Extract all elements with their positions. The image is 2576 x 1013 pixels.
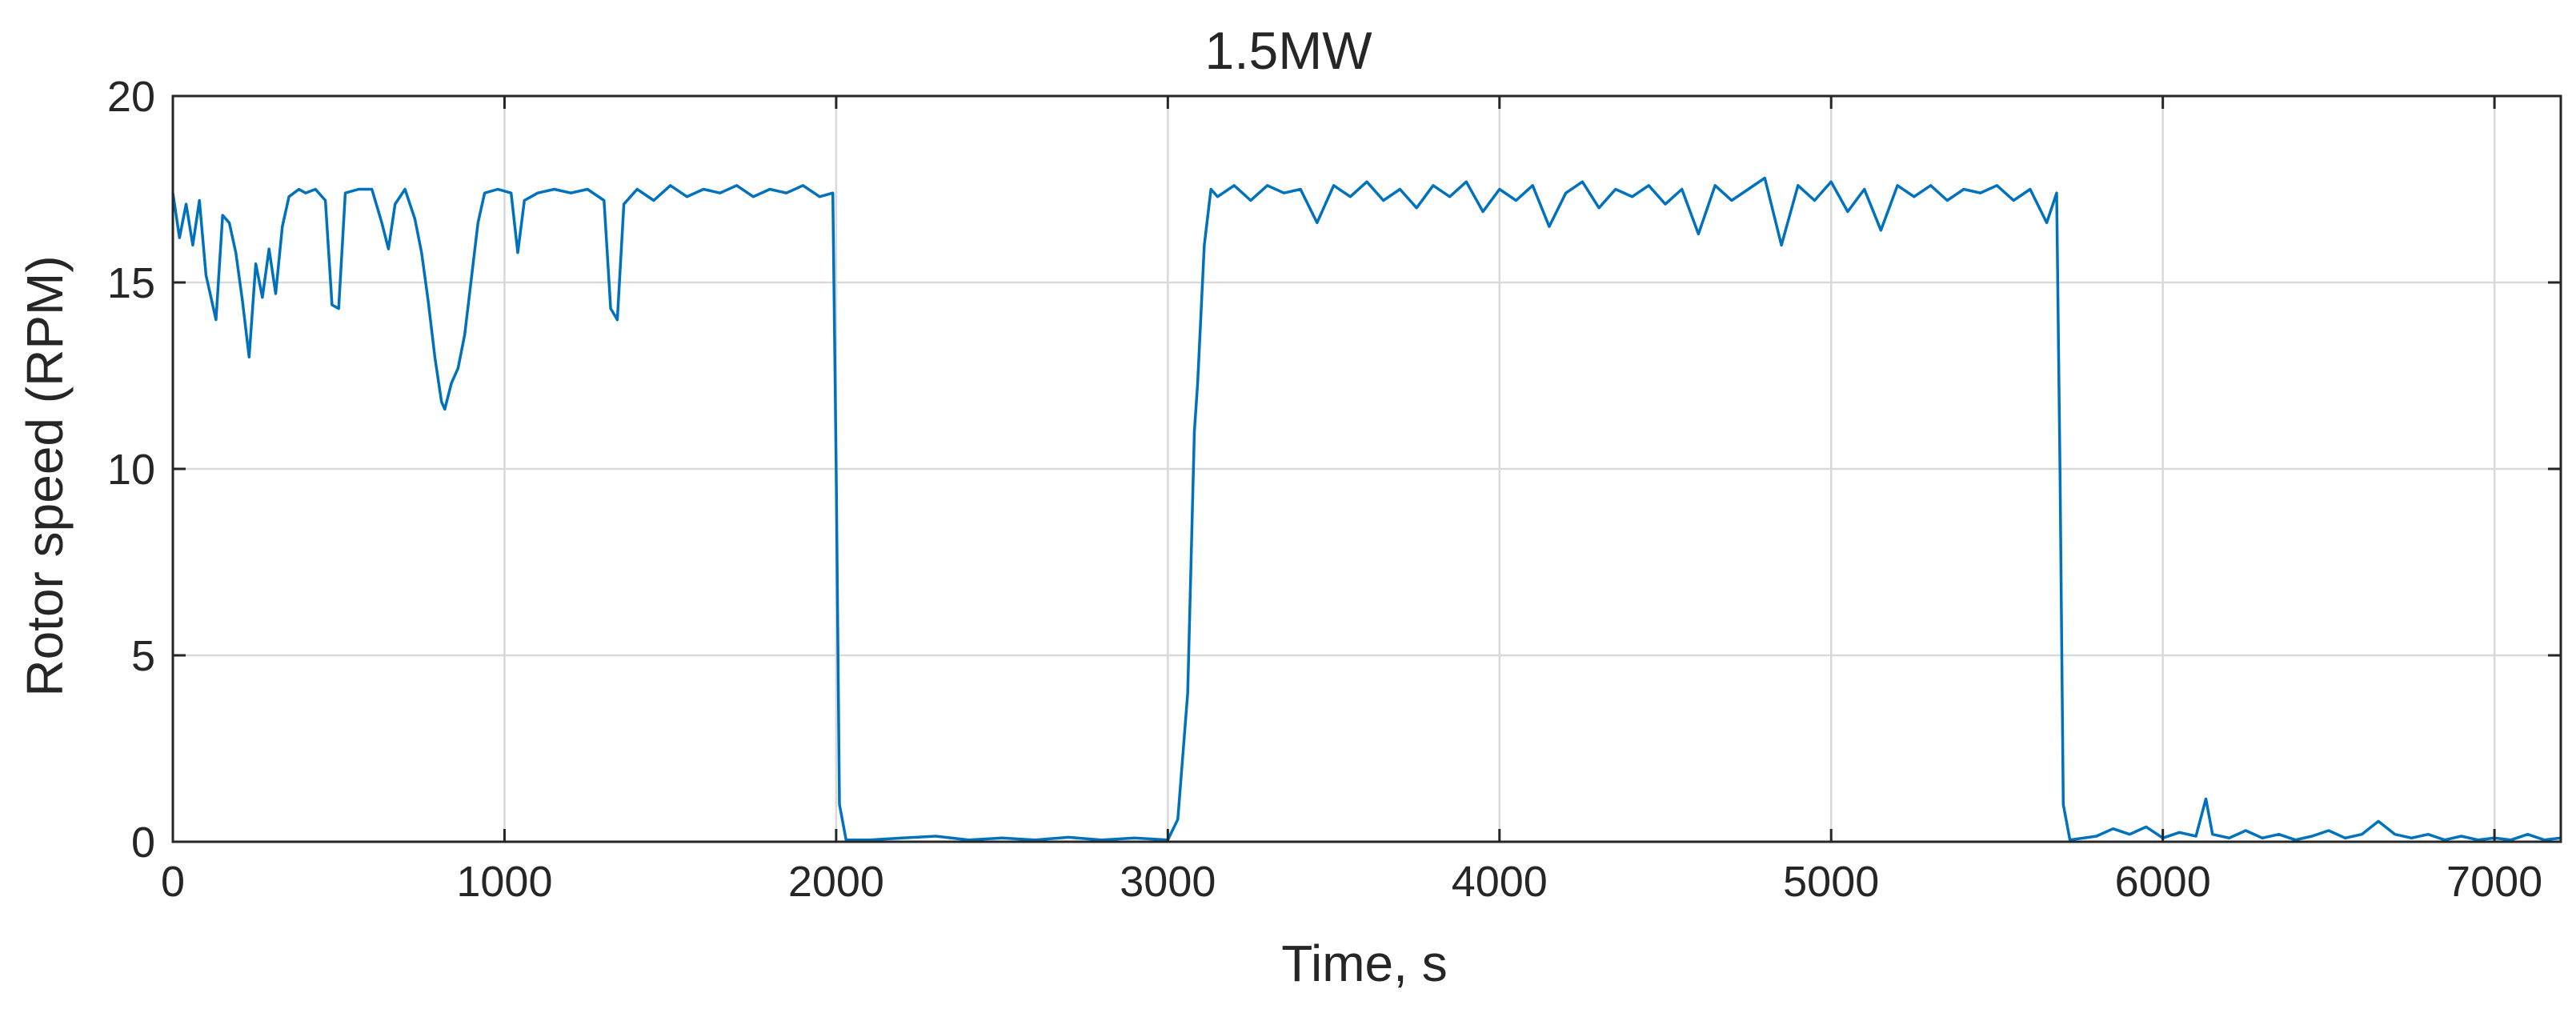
ticks: 0 1000 2000 3000 4000 5000 6000 7000 0 5 10 15 20 xyxy=(107,73,2561,906)
y-tick-label: 10 xyxy=(107,446,155,494)
x-tick-label: 3000 xyxy=(1120,858,1216,906)
x-tick-label: 2000 xyxy=(788,858,884,906)
x-tick-label: 4000 xyxy=(1452,858,1548,906)
y-tick-label: 0 xyxy=(131,819,155,867)
y-tick-label: 15 xyxy=(107,259,155,307)
x-tick-label: 0 xyxy=(161,858,185,906)
grid xyxy=(173,96,2561,842)
x-tick-label: 6000 xyxy=(2115,858,2211,906)
x-tick-label: 1000 xyxy=(456,858,552,906)
y-tick-label: 20 xyxy=(107,73,155,121)
y-tick-label: 5 xyxy=(131,632,155,680)
x-tick-label: 7000 xyxy=(2446,858,2542,906)
series-line xyxy=(171,176,2562,842)
x-axis-title: Time, s xyxy=(1281,935,1447,992)
y-axis-title: Rotor speed (RPM) xyxy=(16,255,74,696)
x-tick-label: 5000 xyxy=(1783,858,1879,906)
chart-title: 1.5MW xyxy=(1204,21,1372,80)
